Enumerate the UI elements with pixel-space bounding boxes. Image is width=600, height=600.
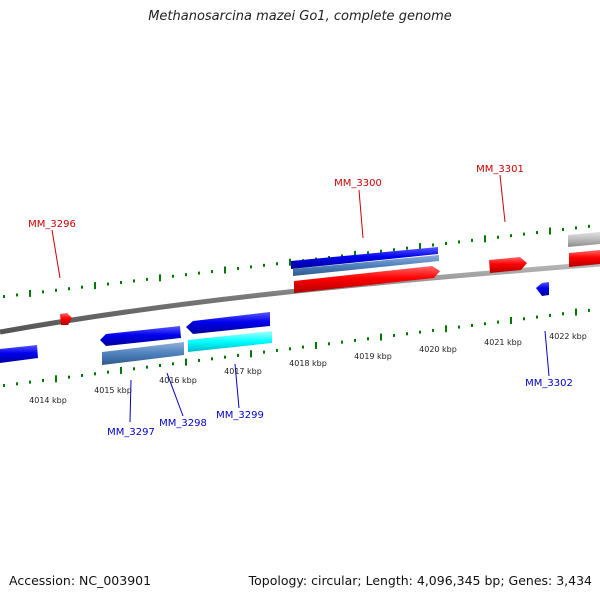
- scale-label: 4018 kbp: [289, 359, 327, 368]
- genome-summary-text: Topology: circular; Length: 4,096,345 bp…: [248, 573, 592, 588]
- gene-arrow-mm3301[interactable]: [489, 257, 527, 273]
- gene-label-mm3302[interactable]: MM_3302: [525, 378, 573, 389]
- reverse-genes: [0, 282, 549, 365]
- gene-arrow-mm3302[interactable]: [536, 282, 549, 296]
- forward-genes: [60, 232, 600, 325]
- scale-label: 4020 kbp: [419, 345, 457, 354]
- leader-lines: [51, 174, 550, 423]
- scale-labels: 4014 kbp 4015 kbp 4016 kbp 4017 kbp 4018…: [29, 332, 587, 405]
- gene-label-mm3299[interactable]: MM_3299: [216, 410, 264, 421]
- gene-arrow-mm3297[interactable]: [100, 326, 181, 346]
- reverse-gene-labels: MM_3297 MM_3298 MM_3299 MM_3302: [107, 378, 573, 438]
- forward-gene-labels: MM_3296 MM_3300 MM_3301: [28, 164, 524, 230]
- scale-label: 4015 kbp: [94, 386, 132, 395]
- gene-arrow-mm3300-blue[interactable]: [291, 247, 438, 269]
- gene-label-mm3300[interactable]: MM_3300: [334, 178, 382, 189]
- gene-label-mm3298[interactable]: MM_3298: [159, 418, 207, 429]
- gene-arrow-mm3298[interactable]: [102, 342, 184, 365]
- gene-label-mm3301[interactable]: MM_3301: [476, 164, 524, 175]
- gene-arrow-left-edge[interactable]: [0, 345, 38, 363]
- map-title: Methanosarcina mazei Go1, complete genom…: [148, 9, 452, 24]
- gene-arrow-mm3300[interactable]: [294, 266, 440, 293]
- gene-label-mm3296[interactable]: MM_3296: [28, 219, 76, 230]
- gene-arrow-gray[interactable]: [568, 232, 600, 247]
- gene-arrow-mm3299[interactable]: [188, 331, 272, 352]
- scale-label: 4019 kbp: [354, 352, 392, 361]
- scale-label: 4014 kbp: [29, 396, 67, 405]
- gene-arrow-mm3300-steel[interactable]: [293, 255, 439, 276]
- gene-arrow-mm3296[interactable]: [60, 313, 72, 325]
- scale-label: 4016 kbp: [159, 376, 197, 385]
- gene-label-mm3297[interactable]: MM_3297: [107, 427, 155, 438]
- gene-arrow-mm3299-blue[interactable]: [186, 312, 270, 334]
- scale-label: 4022 kbp: [549, 332, 587, 341]
- genome-backbone: [0, 261, 600, 335]
- lower-tick-track: [3, 308, 590, 387]
- accession-text: Accession: NC_003901: [9, 573, 152, 588]
- scale-label: 4021 kbp: [484, 338, 522, 347]
- scale-label: 4017 kbp: [224, 367, 262, 376]
- gene-arrow-red-edge[interactable]: [569, 250, 600, 267]
